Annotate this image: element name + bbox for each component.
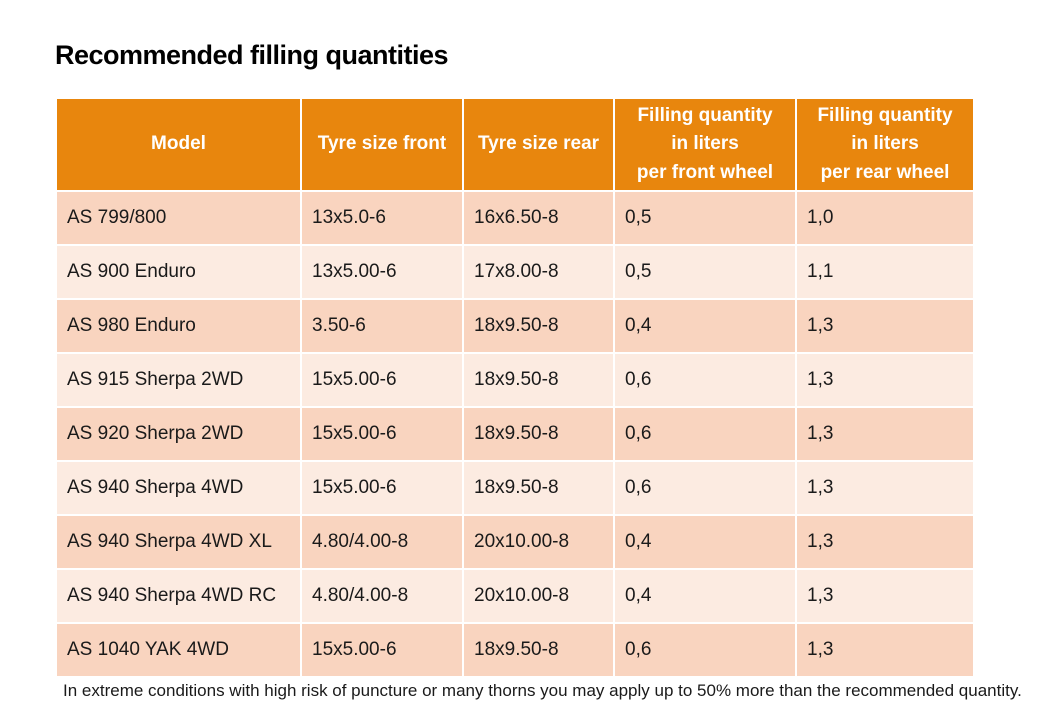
header-row: Model Tyre size front Tyre size rear Fil… xyxy=(55,97,975,192)
table-row: AS 920 Sherpa 2WD 15x5.00-6 18x9.50-8 0,… xyxy=(55,406,975,462)
cell-model: AS 920 Sherpa 2WD xyxy=(55,406,302,462)
cell-filling-rear: 1,3 xyxy=(795,568,975,624)
cell-model: AS 940 Sherpa 4WD XL xyxy=(55,514,302,570)
cell-tyre-rear: 17x8.00-8 xyxy=(462,244,615,300)
cell-filling-rear: 1,0 xyxy=(795,190,975,246)
column-header-tyre-size-rear: Tyre size rear xyxy=(462,97,615,192)
cell-filling-rear: 1,3 xyxy=(795,514,975,570)
cell-tyre-front: 15x5.00-6 xyxy=(300,406,464,462)
column-header-tyre-size-front: Tyre size front xyxy=(300,97,464,192)
filling-quantities-table: Model Tyre size front Tyre size rear Fil… xyxy=(55,97,975,678)
cell-tyre-front: 15x5.00-6 xyxy=(300,460,464,516)
table-row: AS 940 Sherpa 4WD XL 4.80/4.00-8 20x10.0… xyxy=(55,514,975,570)
cell-filling-front: 0,4 xyxy=(613,514,797,570)
cell-tyre-front: 3.50-6 xyxy=(300,298,464,354)
cell-filling-front: 0,4 xyxy=(613,298,797,354)
cell-model: AS 900 Enduro xyxy=(55,244,302,300)
cell-tyre-rear: 18x9.50-8 xyxy=(462,460,615,516)
cell-filling-rear: 1,3 xyxy=(795,460,975,516)
cell-tyre-front: 13x5.00-6 xyxy=(300,244,464,300)
cell-tyre-rear: 16x6.50-8 xyxy=(462,190,615,246)
cell-filling-front: 0,6 xyxy=(613,352,797,408)
cell-model: AS 1040 YAK 4WD xyxy=(55,622,302,678)
column-header-model: Model xyxy=(55,97,302,192)
cell-model: AS 980 Enduro xyxy=(55,298,302,354)
column-header-filling-rear: Filling quantity in liters per rear whee… xyxy=(795,97,975,192)
cell-filling-front: 0,5 xyxy=(613,190,797,246)
cell-filling-front: 0,4 xyxy=(613,568,797,624)
page-title: Recommended filling quantities xyxy=(55,40,449,70)
table-row: AS 1040 YAK 4WD 15x5.00-6 18x9.50-8 0,6 … xyxy=(55,622,975,678)
cell-filling-rear: 1,3 xyxy=(795,406,975,462)
cell-filling-front: 0,5 xyxy=(613,244,797,300)
cell-tyre-front: 4.80/4.00-8 xyxy=(300,514,464,570)
cell-tyre-rear: 20x10.00-8 xyxy=(462,568,615,624)
table-row: AS 980 Enduro 3.50-6 18x9.50-8 0,4 1,3 xyxy=(55,298,975,354)
table-row: AS 799/800 13x5.0-6 16x6.50-8 0,5 1,0 xyxy=(55,190,975,246)
cell-filling-rear: 1,3 xyxy=(795,622,975,678)
cell-model: AS 940 Sherpa 4WD RC xyxy=(55,568,302,624)
footnote: In extreme conditions with high risk of … xyxy=(63,681,1022,700)
cell-tyre-rear: 18x9.50-8 xyxy=(462,622,615,678)
cell-tyre-front: 15x5.00-6 xyxy=(300,352,464,408)
cell-filling-rear: 1,3 xyxy=(795,298,975,354)
table-row: AS 940 Sherpa 4WD RC 4.80/4.00-8 20x10.0… xyxy=(55,568,975,624)
table-row: AS 940 Sherpa 4WD 15x5.00-6 18x9.50-8 0,… xyxy=(55,460,975,516)
cell-filling-front: 0,6 xyxy=(613,406,797,462)
table-row: AS 915 Sherpa 2WD 15x5.00-6 18x9.50-8 0,… xyxy=(55,352,975,408)
cell-filling-front: 0,6 xyxy=(613,622,797,678)
cell-model: AS 940 Sherpa 4WD xyxy=(55,460,302,516)
cell-tyre-front: 4.80/4.00-8 xyxy=(300,568,464,624)
cell-filling-front: 0,6 xyxy=(613,460,797,516)
cell-tyre-front: 13x5.0-6 xyxy=(300,190,464,246)
cell-tyre-front: 15x5.00-6 xyxy=(300,622,464,678)
cell-tyre-rear: 18x9.50-8 xyxy=(462,298,615,354)
cell-model: AS 799/800 xyxy=(55,190,302,246)
cell-tyre-rear: 18x9.50-8 xyxy=(462,352,615,408)
cell-filling-rear: 1,3 xyxy=(795,352,975,408)
cell-model: AS 915 Sherpa 2WD xyxy=(55,352,302,408)
table-row: AS 900 Enduro 13x5.00-6 17x8.00-8 0,5 1,… xyxy=(55,244,975,300)
cell-filling-rear: 1,1 xyxy=(795,244,975,300)
cell-tyre-rear: 20x10.00-8 xyxy=(462,514,615,570)
column-header-filling-front: Filling quantity in liters per front whe… xyxy=(613,97,797,192)
cell-tyre-rear: 18x9.50-8 xyxy=(462,406,615,462)
